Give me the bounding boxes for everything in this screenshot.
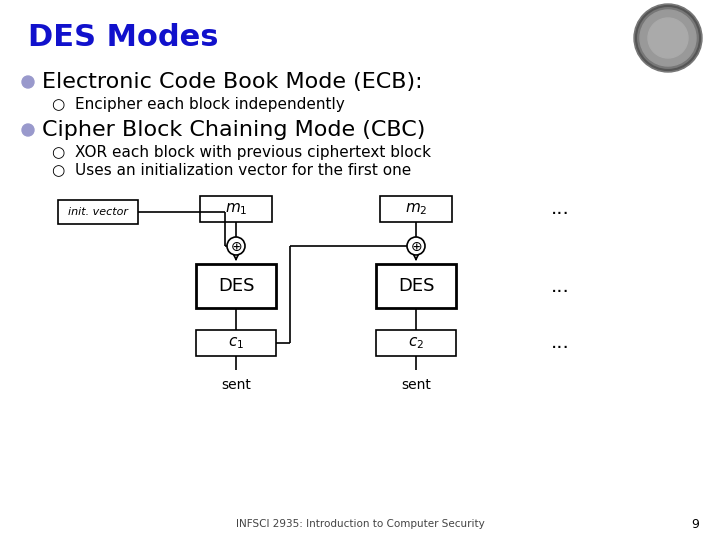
Text: Electronic Code Book Mode (ECB):: Electronic Code Book Mode (ECB): [42, 72, 423, 92]
Text: $\oplus$: $\oplus$ [230, 240, 242, 253]
Text: INFSCI 2935: Introduction to Computer Security: INFSCI 2935: Introduction to Computer Se… [235, 519, 485, 529]
Bar [380, 196, 452, 222]
Text: $\oplus$: $\oplus$ [410, 240, 422, 253]
Text: 9: 9 [691, 517, 699, 530]
Text: $c_1$: $c_1$ [228, 335, 244, 351]
Circle shape [227, 237, 245, 255]
Bar [376, 330, 456, 356]
Circle shape [407, 237, 425, 255]
Text: sent: sent [221, 378, 251, 392]
Circle shape [648, 18, 688, 58]
Text: ○  XOR each block with previous ciphertext block: ○ XOR each block with previous ciphertex… [52, 145, 431, 159]
Text: $c_2$: $c_2$ [408, 335, 424, 351]
Bar [58, 200, 138, 224]
Circle shape [634, 4, 702, 72]
Text: sent: sent [401, 378, 431, 392]
Bar [200, 196, 272, 222]
Bar [196, 264, 276, 308]
Bar [376, 264, 456, 308]
Circle shape [22, 124, 34, 136]
Text: DES Modes: DES Modes [28, 24, 218, 52]
Text: $m_1$: $m_1$ [225, 201, 247, 217]
Text: DES: DES [397, 277, 434, 295]
Text: ○  Encipher each block independently: ○ Encipher each block independently [52, 97, 345, 111]
Text: DES: DES [217, 277, 254, 295]
Bar [196, 330, 276, 356]
Circle shape [22, 76, 34, 88]
Text: Cipher Block Chaining Mode (CBC): Cipher Block Chaining Mode (CBC) [42, 120, 426, 140]
Text: ...: ... [551, 276, 570, 295]
Text: init. vector: init. vector [68, 207, 128, 217]
Text: $m_2$: $m_2$ [405, 201, 427, 217]
Circle shape [640, 10, 696, 66]
Text: ...: ... [551, 199, 570, 218]
Text: ...: ... [551, 333, 570, 352]
Text: ○  Uses an initialization vector for the first one: ○ Uses an initialization vector for the … [52, 163, 411, 178]
